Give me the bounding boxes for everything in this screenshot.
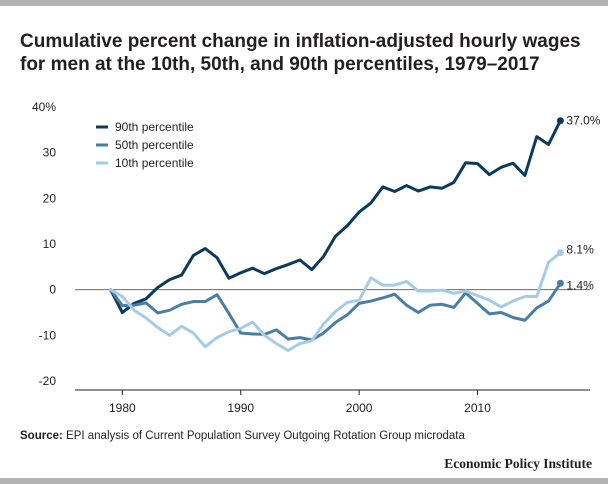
y-tick-label: 40%: [32, 100, 56, 114]
source-note: Source: EPI analysis of Current Populati…: [20, 430, 590, 442]
y-tick-label: 30: [43, 146, 57, 160]
y-tick-label: -10: [39, 328, 57, 342]
bottom-border: [0, 478, 608, 484]
x-axis: 1980 1990 2000 2010: [75, 389, 590, 415]
series-group: 37.0% 1.4% 8.1%: [109, 114, 601, 352]
series-end-point: [556, 249, 564, 257]
chart-title: Cumulative percent change in inflation-a…: [20, 31, 581, 75]
legend-label: 10th percentile: [115, 156, 194, 170]
y-tick-label: -20: [39, 374, 57, 388]
y-axis: 40% 30 20 10 0 -10 -20: [32, 100, 56, 388]
y-tick-label: 10: [43, 237, 57, 251]
source-label: Source:: [20, 430, 63, 442]
series-line-50th-percentile: [109, 281, 562, 342]
series-end-label: 8.1%: [566, 243, 594, 257]
series-end-point: [556, 279, 564, 287]
brand-logo: Economic Policy Institute: [444, 456, 592, 471]
x-tick-label: 2000: [346, 401, 373, 415]
series-end-label: 37.0%: [566, 114, 600, 128]
series-line-10th-percentile: [109, 251, 562, 352]
legend-label: 50th percentile: [115, 138, 194, 152]
legend: 90th percentile 50th percentile 10th perce…: [96, 120, 194, 170]
legend-label: 90th percentile: [115, 120, 194, 134]
top-border: [0, 0, 608, 6]
series-end-label: 1.4%: [566, 278, 594, 292]
y-tick-label: 0: [49, 283, 56, 297]
x-tick-label: 1980: [109, 401, 136, 415]
series-line-90th-percentile: [109, 119, 562, 314]
x-tick-label: 1990: [227, 401, 254, 415]
series-end-point: [556, 117, 564, 125]
y-tick-label: 20: [43, 191, 57, 205]
x-tick-label: 2010: [464, 401, 491, 415]
source-text: EPI analysis of Current Population Surve…: [62, 430, 465, 442]
